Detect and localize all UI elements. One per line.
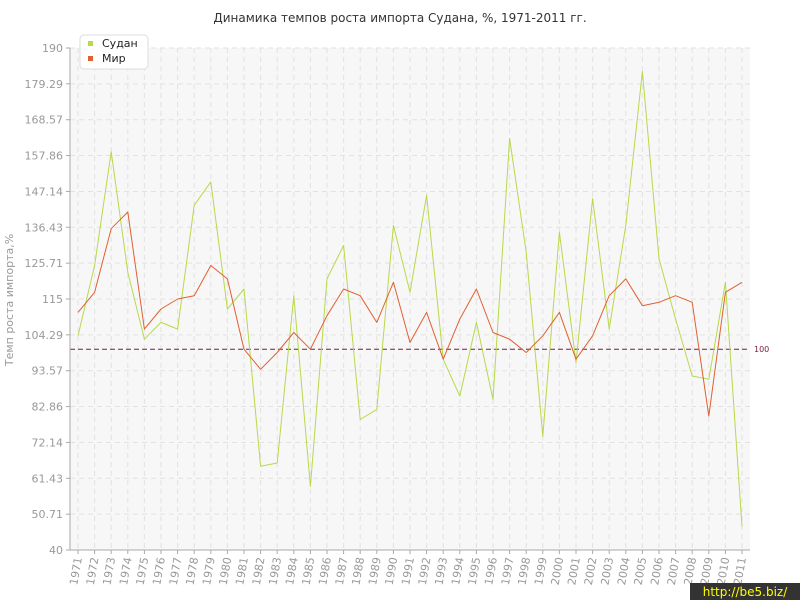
- x-tick-label: 1971: [67, 556, 85, 586]
- x-tick-label: 1974: [117, 556, 135, 586]
- x-tick-label: 1973: [100, 556, 118, 586]
- grid: [70, 47, 750, 551]
- x-tick-label: 2004: [615, 556, 633, 586]
- legend-entry: Мир: [102, 52, 126, 65]
- reference-line-group: 100: [70, 345, 769, 354]
- y-tick-label: 40: [49, 544, 63, 557]
- x-tick-label: 1982: [250, 556, 268, 586]
- x-tick-label: 2001: [565, 556, 583, 586]
- x-tick-label: 1988: [349, 556, 367, 586]
- x-tick-label: 1990: [383, 556, 401, 586]
- y-tick-label: 50.71: [32, 508, 64, 521]
- y-axis-label: Темп роста импорта,%: [3, 234, 16, 367]
- reference-line-label: 100: [754, 345, 769, 354]
- x-tick-label: 1976: [150, 556, 168, 586]
- x-tick-label: 1981: [233, 556, 251, 586]
- x-tick-label: 1977: [167, 556, 185, 586]
- x-tick-label: 2000: [549, 556, 567, 586]
- x-tick-label: 2011: [731, 556, 749, 586]
- x-tick-label: 1992: [416, 556, 434, 586]
- x-tick-label: 2007: [665, 556, 683, 586]
- legend-swatch: [88, 56, 93, 61]
- series-group: [77, 70, 743, 527]
- x-tick-label: 1986: [316, 556, 334, 586]
- y-tick-label: 125.71: [25, 257, 64, 270]
- y-tick-label: 72.14: [32, 436, 64, 449]
- legend-entry: Судан: [102, 37, 138, 50]
- x-tick-label: 1985: [300, 556, 318, 586]
- x-tick-label: 1995: [466, 556, 484, 586]
- x-tick-label: 1996: [482, 556, 500, 586]
- y-tick-label: 115: [42, 293, 63, 306]
- x-tick-label: 2006: [648, 556, 666, 586]
- legend-box: [79, 34, 149, 70]
- legend-swatch: [88, 41, 93, 46]
- x-tick-label: 1994: [449, 556, 467, 586]
- y-tick-labels: 40 50.71 61.43 72.14 82.86 93.57 104.29 115 125.…: [25, 42, 70, 557]
- x-tick-label: 1978: [183, 556, 201, 586]
- x-tick-label: 2002: [582, 556, 600, 586]
- y-tick-label: 104.29: [25, 329, 64, 342]
- watermark: http://be5.biz/: [690, 583, 800, 600]
- x-tick-label: 1993: [432, 556, 450, 586]
- y-tick-label: 82.86: [32, 401, 64, 414]
- y-tick-label: 157.86: [25, 150, 64, 163]
- x-tick-label: 1987: [333, 556, 351, 586]
- x-tick-label: 2008: [681, 556, 699, 586]
- y-tick-label: 179.29: [25, 78, 64, 91]
- chart-title: Динамика темпов роста импорта Судана, %,…: [213, 11, 586, 25]
- x-tick-labels: 1971197219731974197519761977197819791980…: [67, 550, 749, 586]
- y-tick-label: 190: [42, 42, 63, 55]
- x-tick-label: 2005: [632, 556, 650, 586]
- x-tick-label: 2003: [598, 556, 616, 586]
- series-line: [77, 211, 743, 417]
- watermark-background: [690, 583, 800, 600]
- x-tick-label: 1975: [134, 556, 152, 586]
- x-tick-label: 1989: [366, 556, 384, 586]
- x-tick-label: 1979: [200, 556, 218, 586]
- y-tick-label: 168.57: [25, 114, 64, 127]
- x-tick-label: 1980: [217, 556, 235, 586]
- x-tick-label: 1972: [84, 556, 102, 586]
- legend: Судан Мир: [79, 34, 149, 70]
- watermark-text: http://be5.biz/: [703, 585, 788, 599]
- y-tick-label: 61.43: [32, 472, 64, 485]
- x-tick-label: 2010: [715, 556, 733, 586]
- y-tick-label: 93.57: [32, 365, 64, 378]
- x-tick-label: 1984: [283, 556, 301, 586]
- x-tick-label: 1998: [515, 556, 533, 586]
- x-tick-label: 1997: [499, 556, 517, 586]
- x-tick-label: 1983: [266, 556, 284, 586]
- y-tick-label: 136.43: [25, 221, 64, 234]
- y-tick-label: 147.14: [25, 185, 64, 198]
- series-line: [77, 70, 743, 527]
- x-tick-label: 2009: [698, 556, 716, 586]
- x-tick-label: 1991: [399, 556, 417, 586]
- x-tick-label: 1999: [532, 556, 550, 586]
